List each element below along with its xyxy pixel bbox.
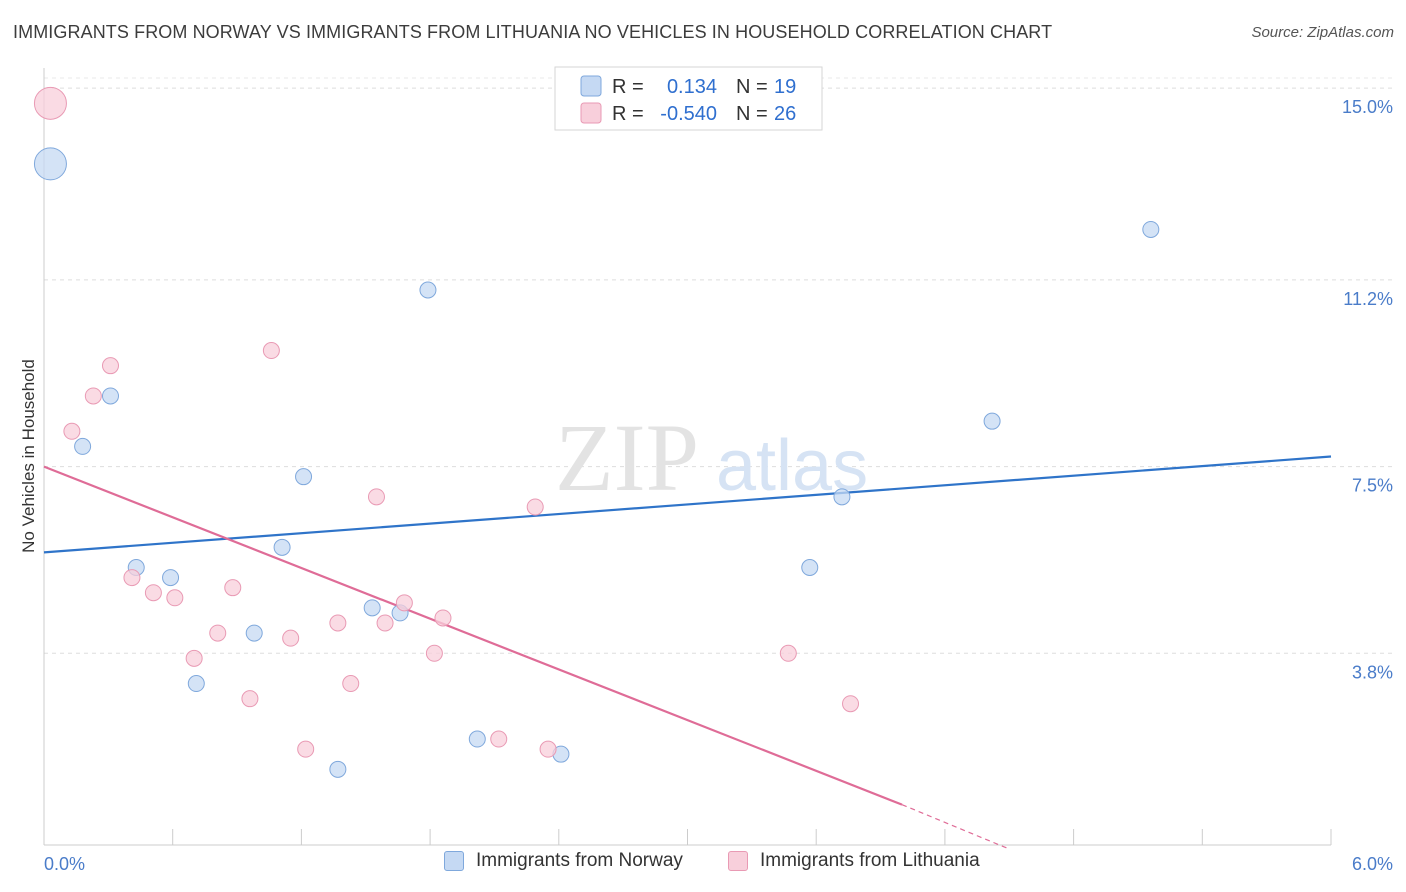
point-norway <box>295 468 313 486</box>
point-norway <box>74 437 92 455</box>
y-tick-label: 15.0% <box>1342 97 1393 117</box>
point-norway <box>833 488 851 506</box>
point-norway <box>187 675 205 693</box>
point-lithuania <box>297 740 315 758</box>
bottom-legend-swatch-norway <box>444 851 464 871</box>
legend-n-value-norway: 19 <box>774 76 796 98</box>
grid-lines <box>44 77 1393 654</box>
point-lithuania <box>395 594 413 612</box>
y-tick-label: 11.2% <box>1343 289 1393 309</box>
point-lithuania <box>539 740 557 758</box>
point-lithuania <box>842 695 860 713</box>
bottom-legend-label-norway: Immigrants from Norway <box>476 850 683 871</box>
point-lithuania <box>779 644 797 662</box>
chart-title: IMMIGRANTS FROM NORWAY VS IMMIGRANTS FRO… <box>13 22 1053 42</box>
y-tick-labels: 3.8% 7.5% 11.2% 15.0% <box>1342 97 1393 682</box>
point-lithuania <box>262 342 280 360</box>
y-axis-label: No Vehicles in Household <box>19 359 38 553</box>
legend-swatch-lithuania <box>580 102 602 124</box>
point-lithuania <box>224 579 242 597</box>
legend-n-label-norway: N = <box>736 76 768 98</box>
x-tick-label-min: 0.0% <box>44 854 85 874</box>
legend-r-value-lithuania: -0.540 <box>660 103 717 125</box>
point-lithuania <box>490 730 508 748</box>
watermark-zip: ZIP <box>555 404 699 511</box>
point-lithuania <box>434 609 452 627</box>
y-tick-label: 3.8% <box>1352 662 1393 682</box>
point-norway <box>1142 220 1160 238</box>
point-lithuania <box>209 624 227 642</box>
legend-swatch-norway <box>580 75 602 97</box>
scatter-points <box>33 86 1160 778</box>
point-norway <box>245 624 263 642</box>
point-lithuania <box>101 357 119 375</box>
point-lithuania <box>282 629 300 647</box>
point-lithuania <box>144 584 162 602</box>
point-norway <box>419 281 437 299</box>
point-norway <box>983 412 1001 430</box>
point-lithuania <box>367 488 385 506</box>
point-norway <box>101 387 119 405</box>
point-lithuania <box>376 614 394 632</box>
point-norway <box>363 599 381 617</box>
point-norway <box>329 760 347 778</box>
point-norway <box>273 538 291 556</box>
legend-r-label-norway: R = <box>612 76 644 98</box>
bottom-legend-swatch-lithuania <box>728 851 748 871</box>
bottom-legend-norway: Immigrants from Norway <box>444 850 683 872</box>
point-lithuania <box>342 675 360 693</box>
legend-r-value-norway: 0.134 <box>667 76 717 98</box>
point-norway <box>162 569 180 587</box>
source-attribution: Source: ZipAtlas.com <box>1251 24 1394 41</box>
legend-n-label-lithuania: N = <box>736 103 768 125</box>
bottom-legend-lithuania: Immigrants from Lithuania <box>728 850 980 872</box>
point-lithuania <box>123 569 141 587</box>
y-tick-label: 7.5% <box>1352 476 1393 496</box>
point-norway <box>801 559 819 576</box>
x-tick-label-max: 6.0% <box>1352 854 1393 874</box>
point-lithuania <box>185 649 203 667</box>
bottom-legend-label-lithuania: Immigrants from Lithuania <box>760 850 980 871</box>
x-axis-ticks <box>43 829 1332 845</box>
trend-line-norway <box>43 455 1332 554</box>
point-lithuania <box>425 644 443 662</box>
point-lithuania <box>526 498 544 516</box>
point-lithuania <box>84 387 102 405</box>
point-lithuania <box>63 422 81 440</box>
point-lithuania <box>329 614 347 632</box>
point-norway <box>468 730 486 748</box>
legend-r-label-lithuania: R = <box>612 103 644 125</box>
point-lithuania <box>33 86 67 120</box>
legend-n-value-lithuania: 26 <box>774 103 796 125</box>
trend-line-extension-lithuania <box>901 804 1010 850</box>
correlation-legend: R = 0.134 N = 19 R = -0.540 N = 26 <box>554 66 823 131</box>
point-norway <box>33 147 67 181</box>
trend-lines <box>43 455 1332 850</box>
trend-line-lithuania <box>43 465 903 806</box>
point-lithuania <box>166 589 184 607</box>
point-lithuania <box>241 690 259 708</box>
